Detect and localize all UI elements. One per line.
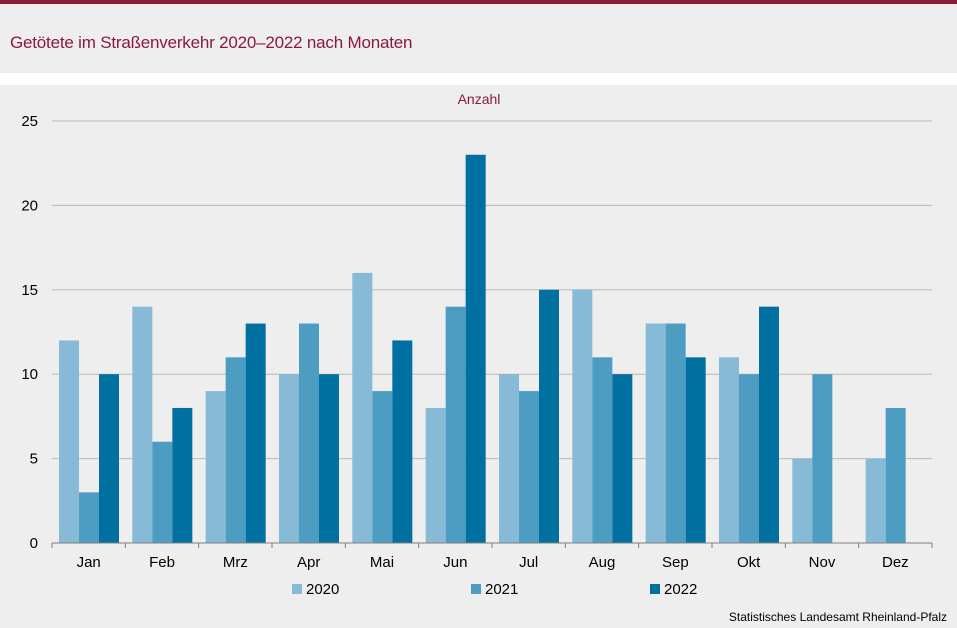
y-tick-label: 5 [30,451,38,468]
y-tick-label: 15 [21,282,38,299]
x-tick-label: Jan [77,554,101,571]
x-tick-label: Mrz [223,554,248,571]
legend-swatch-2021 [471,584,481,594]
bar-2020-aug [572,289,593,543]
legend-label-2022: 2022 [664,581,697,598]
legend: 2020 2021 2022 [292,581,697,598]
chart-title: Getötete im Straßenverkehr 2020–2022 nac… [10,33,413,52]
y-axis-ticks: 0 5 10 15 20 25 [21,113,38,552]
x-tick-label: Feb [149,554,175,571]
bar-2021-feb [152,441,173,543]
x-tick-label: Dez [882,554,909,571]
y-tick-label: 0 [30,535,38,552]
bar-2021-okt [739,374,759,543]
bar-2021-dez [885,407,906,543]
bar-2021-mai [372,391,393,543]
y-tick-label: 20 [21,197,38,214]
bar-2021-jul [519,391,539,543]
header-separator [0,73,957,85]
bar-2020-jan [59,340,79,543]
bar-2022-apr [319,374,339,543]
bar-2022-okt [759,306,779,543]
x-tick-label: Jul [519,554,538,571]
gridlines [52,120,932,460]
bar-2021-mrz [225,357,246,543]
bar-2022-jun [465,154,486,543]
x-tick-label: Okt [737,554,761,571]
bar-2021-nov [812,374,833,543]
legend-swatch-2020 [292,584,302,594]
x-tick-label: Aug [589,554,616,571]
y-tick-label: 25 [21,113,38,130]
x-axis: Jan Feb Mrz Apr Mai Jun Jul Aug Sep Okt Nov Dez [51,542,933,571]
bar-2020-okt [719,357,739,543]
bar-2022-mrz [245,323,266,543]
source-note: Statistisches Landesamt Rheinland-Pfalz [728,610,947,624]
chart-header: Getötete im Straßenverkehr 2020–2022 nac… [0,4,957,73]
bar-2020-jul [499,374,519,543]
top-accent-rule [0,0,957,4]
legend-label-2020: 2020 [306,581,339,598]
bars [59,154,906,543]
x-tick-label: Sep [662,554,689,571]
bar-2021-jan [79,492,99,543]
bar-2022-feb [172,407,193,543]
legend-label-2021: 2021 [485,581,518,598]
bar-2022-aug [612,374,633,543]
bar-2020-apr [279,374,299,543]
bar-2020-sep [645,323,666,543]
bar-2021-sep [665,323,686,543]
y-tick-label: 10 [21,366,38,383]
legend-swatch-2022 [650,584,660,594]
x-tick-label: Jun [443,554,467,571]
bar-2021-apr [299,323,319,543]
bar-2022-mai [392,340,413,543]
x-tick-label: Mai [370,554,394,571]
bar-2020-mrz [205,391,226,543]
bar-2022-sep [685,357,706,543]
x-tick-label: Apr [297,554,320,571]
x-tick-label: Nov [809,554,836,571]
bar-2020-feb [132,306,153,543]
bar-2020-nov [792,458,813,543]
bar-2020-jun [425,407,446,543]
bar-2020-mai [352,272,373,543]
bar-2022-jan [99,374,119,543]
bar-2021-aug [592,357,613,543]
bar-2021-jun [445,306,466,543]
bar-2022-jul [539,289,559,543]
y-axis-label: Anzahl [458,91,501,107]
bar-2020-dez [865,458,886,543]
